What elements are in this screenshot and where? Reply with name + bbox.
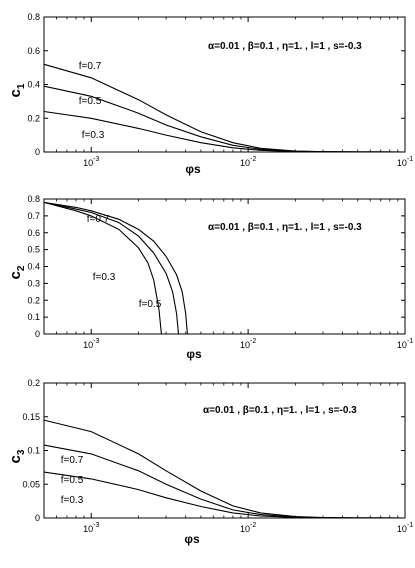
- x-tick-exponent: -3: [93, 156, 99, 163]
- plot-frame: [43, 382, 406, 519]
- y-tick-label: 0.1: [27, 446, 40, 456]
- y-tick-label: 0.6: [27, 228, 40, 238]
- series-line: [43, 201, 162, 335]
- x-axis-label: φs: [186, 347, 202, 361]
- series-line: [43, 110, 406, 153]
- y-axis-label-base: c: [7, 455, 24, 463]
- x-tick-base: 10: [240, 158, 250, 168]
- x-tick-base: 10: [83, 340, 93, 350]
- y-axis-label-base: c: [7, 271, 24, 279]
- x-tick-label: 10-1: [397, 522, 413, 534]
- y-tick-label: 0.5: [27, 245, 40, 255]
- series-label: f=0.3: [93, 272, 116, 283]
- y-tick-label: 0: [35, 147, 40, 157]
- y-tick-label: 0.8: [27, 12, 40, 22]
- y-axis-label-subscript: 2: [16, 265, 27, 271]
- x-tick-base: 10: [240, 340, 250, 350]
- x-tick-exponent: -3: [93, 338, 99, 345]
- y-tick-label: 0.2: [27, 378, 40, 388]
- x-tick-base: 10: [83, 158, 93, 168]
- y-tick-label: 0: [35, 329, 40, 339]
- y-tick-label: 0: [35, 513, 40, 523]
- x-tick-exponent: -3: [93, 522, 99, 529]
- x-tick-exponent: -1: [407, 338, 413, 345]
- y-tick-label: 0.15: [22, 412, 40, 422]
- x-tick-base: 10: [397, 524, 407, 534]
- x-axis-label: φs: [184, 532, 200, 546]
- x-tick-label: 10-1: [397, 338, 413, 350]
- series-label: f=0.5: [61, 475, 84, 486]
- parameter-annotation: α=0.01 , β=0.1 , η=1. , l=1 , s=-0.3: [208, 41, 362, 52]
- x-tick-exponent: -1: [407, 156, 413, 163]
- y-tick-label: 0.4: [27, 80, 40, 90]
- series-line: [43, 201, 180, 335]
- y-tick-label: 0.4: [27, 262, 40, 272]
- y-axis-label: c1: [7, 83, 27, 97]
- x-tick-label: 10-2: [240, 338, 256, 350]
- x-tick-label: 10-3: [83, 156, 99, 168]
- y-axis-label-subscript: 1: [16, 83, 27, 89]
- y-tick-label: 0.1: [27, 312, 40, 322]
- x-tick-label: 10-3: [83, 522, 99, 534]
- x-tick-exponent: -2: [250, 522, 256, 529]
- x-tick-base: 10: [397, 158, 407, 168]
- chart-panel-1: 00.20.40.60.810-3 10-2 10-1f=0.7f=0.5f=0.3…: [7, 12, 413, 176]
- x-tick-label: 10-2: [240, 156, 256, 168]
- series-line: [43, 201, 188, 335]
- series-line: [43, 471, 406, 519]
- x-axis-label: φs: [185, 162, 201, 176]
- series-label: f=0.3: [61, 495, 84, 506]
- y-tick-label: 0.2: [27, 113, 40, 123]
- y-axis-label-base: c: [7, 89, 24, 97]
- x-tick-label: 10-2: [240, 522, 256, 534]
- series-label: f=0.3: [82, 130, 105, 141]
- x-tick-base: 10: [83, 524, 93, 534]
- y-tick-label: 0.8: [27, 194, 40, 204]
- x-tick-base: 10: [397, 340, 407, 350]
- y-axis-label: c2: [7, 265, 27, 279]
- x-tick-label: 10-1: [397, 156, 413, 168]
- series-line: [43, 444, 406, 519]
- y-tick-label: 0.6: [27, 46, 40, 56]
- series-label: f=0.7: [79, 61, 102, 72]
- series-label: f=0.7: [61, 455, 84, 466]
- y-tick-label: 0.05: [22, 479, 40, 489]
- y-tick-label: 0.3: [27, 278, 40, 288]
- x-tick-exponent: -1: [407, 522, 413, 529]
- y-axis-label: c3: [7, 449, 27, 463]
- y-tick-label: 0.2: [27, 295, 40, 305]
- chart-panel-2: 00.10.20.30.40.50.60.70.810-3 10-2 10-1f=0…: [7, 194, 413, 361]
- x-tick-exponent: -2: [250, 156, 256, 163]
- y-axis-label-subscript: 3: [16, 449, 27, 455]
- x-tick-exponent: -2: [250, 338, 256, 345]
- y-tick-label: 0.7: [27, 211, 40, 221]
- parameter-annotation: α=0.01 , β=0.1 , η=1. , l=1 , s=-0.3: [203, 405, 357, 416]
- x-tick-base: 10: [240, 524, 250, 534]
- series-label: f=0.5: [79, 96, 102, 107]
- series-line: [43, 419, 406, 519]
- parameter-annotation: α=0.01 , β=0.1 , η=1. , l=1 , s=-0.3: [208, 222, 362, 233]
- chart-panel-3: 00.050.10.150.210-3 10-2 10-1f=0.7f=0.5f=0…: [7, 378, 413, 546]
- x-tick-label: 10-3: [83, 338, 99, 350]
- series-label: f=0.5: [139, 299, 162, 310]
